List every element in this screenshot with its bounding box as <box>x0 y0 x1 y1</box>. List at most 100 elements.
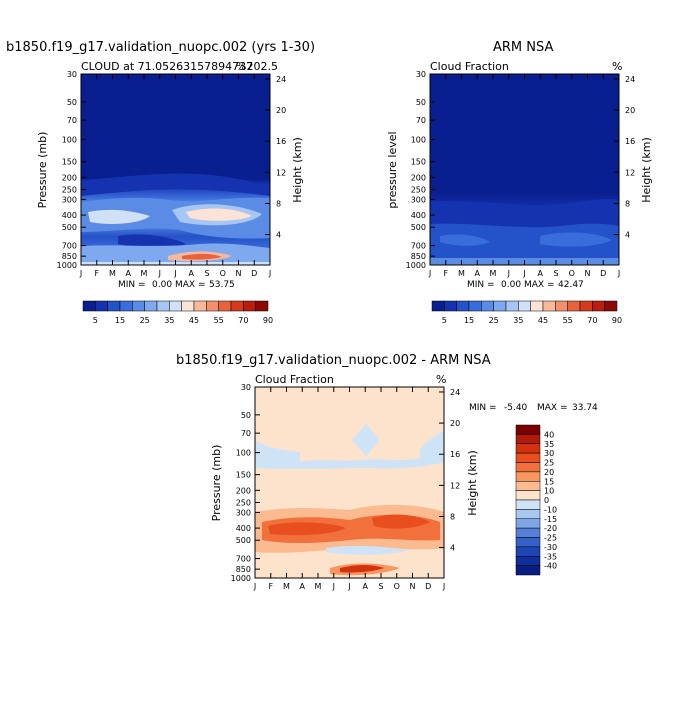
pressure-tick-label: 30 <box>67 70 77 79</box>
colorbar-label: 30 <box>544 449 554 458</box>
obs-max-label: MAX = <box>524 280 555 290</box>
height-tick-label: 24 <box>276 75 286 84</box>
colorbar-swatch <box>515 452 541 463</box>
colorbar-label: 25 <box>140 316 150 325</box>
month-tick-label: A <box>300 582 306 591</box>
month-tick-label: J <box>332 582 335 591</box>
pressure-tick-label: 400 <box>62 211 77 220</box>
colorbar-label: 70 <box>587 316 597 325</box>
colorbar-label: 35 <box>544 440 554 449</box>
colorbar-swatch <box>218 300 232 312</box>
colorbar-label: -20 <box>544 524 557 533</box>
colorbar-label: 15 <box>544 477 554 486</box>
pressure-tick-label: 50 <box>416 98 426 107</box>
month-tick-label: N <box>236 269 242 278</box>
pressure-tick-label: 850 <box>236 565 251 574</box>
month-tick-label: M <box>458 269 465 278</box>
month-tick-label: D <box>251 269 257 278</box>
pressure-tick-label: 70 <box>416 116 426 125</box>
model-hot-patch-low <box>182 253 222 260</box>
obs-height-ticks: 24 20 16 12 8 4 <box>614 75 635 240</box>
title-top-left: b1850.f19_g17.validation_nuopc.002 (yrs … <box>6 40 315 55</box>
obs-subtitle-right: % <box>612 60 622 73</box>
model-colorbar: 5 15 25 35 45 55 70 90 <box>82 300 273 325</box>
colorbar-label: 20 <box>544 468 554 477</box>
pressure-tick-label: 200 <box>411 173 426 182</box>
height-tick-label: 16 <box>625 137 635 146</box>
height-tick-label: 8 <box>625 199 630 208</box>
colorbar-label: -30 <box>544 543 557 552</box>
colorbar-label: -25 <box>544 534 557 543</box>
month-tick-label: N <box>410 582 416 591</box>
colorbar-swatch <box>82 300 96 312</box>
obs-min-value: 0.00 <box>501 280 521 290</box>
colorbar-swatch <box>515 556 541 566</box>
month-tick-label: J <box>347 582 350 591</box>
diff-negative-patch-low <box>326 545 410 555</box>
pressure-tick-label: 250 <box>62 185 77 194</box>
colorbar-swatch <box>515 434 541 444</box>
height-tick-label: 12 <box>625 168 635 177</box>
pressure-tick-label: 300 <box>236 508 251 517</box>
pressure-tick-label: 100 <box>62 136 77 145</box>
pressure-tick-label: 300 <box>62 195 77 204</box>
colorbar-label: 55 <box>563 316 573 325</box>
diff-ylabel: Pressure (mb) <box>210 445 223 522</box>
month-tick-label: M <box>490 269 497 278</box>
colorbar-swatch <box>515 499 541 510</box>
colorbar-swatch <box>169 300 182 312</box>
month-tick-label: J <box>253 582 256 591</box>
colorbar-swatch <box>243 300 256 312</box>
month-tick-label: J <box>442 582 445 591</box>
colorbar-swatch <box>493 300 507 312</box>
height-tick-label: 8 <box>450 512 455 521</box>
month-tick-label: F <box>443 269 448 278</box>
colorbar-label: 25 <box>544 459 554 468</box>
colorbar-swatch <box>255 300 269 312</box>
pressure-tick-label: 50 <box>67 98 77 107</box>
pressure-tick-label: 1000 <box>406 261 426 270</box>
colorbar-swatch <box>95 300 108 312</box>
obs-cloud-plot: Cloud Fraction % 30507010015020025030040… <box>386 60 653 325</box>
colorbar-label: 45 <box>189 316 199 325</box>
height-tick-label: 20 <box>276 106 286 115</box>
pressure-tick-label: 250 <box>236 498 251 507</box>
month-tick-label: A <box>538 269 544 278</box>
model-light-patch-left <box>88 209 150 224</box>
month-tick-label: M <box>141 269 148 278</box>
colorbar-swatch <box>515 471 541 482</box>
colorbar-swatch <box>515 481 541 491</box>
colorbar-label: 25 <box>489 316 499 325</box>
colorbar-label: 40 <box>544 430 554 439</box>
height-tick-label: 4 <box>450 544 455 553</box>
model-height-ticks: 24 20 16 12 8 4 <box>265 75 286 240</box>
pressure-tick-label: 200 <box>62 173 77 182</box>
pressure-tick-label: 850 <box>62 252 77 261</box>
height-tick-label: 20 <box>450 419 460 428</box>
colorbar-swatch <box>515 490 541 501</box>
model-min-label: MIN = <box>118 280 146 290</box>
month-tick-label: S <box>378 582 383 591</box>
colorbar-label: 15 <box>115 316 125 325</box>
colorbar-swatch <box>132 300 145 312</box>
month-tick-label: J <box>79 269 82 278</box>
month-tick-label: J <box>617 269 620 278</box>
colorbar-swatch <box>468 300 482 312</box>
colorbar-swatch <box>530 300 544 312</box>
diff-positive-core-left <box>268 522 346 536</box>
month-tick-label: S <box>553 269 558 278</box>
colorbar-swatch <box>230 300 244 312</box>
diff-positive-core-right <box>372 514 430 529</box>
pressure-tick-label: 300 <box>411 195 426 204</box>
colorbar-swatch <box>144 300 158 312</box>
colorbar-swatch <box>592 300 605 312</box>
month-tick-label: A <box>189 269 195 278</box>
colorbar-swatch <box>515 565 541 576</box>
colorbar-label: 15 <box>464 316 474 325</box>
height-tick-label: 24 <box>625 75 635 84</box>
month-tick-label: J <box>268 269 271 278</box>
month-tick-label: M <box>109 269 116 278</box>
